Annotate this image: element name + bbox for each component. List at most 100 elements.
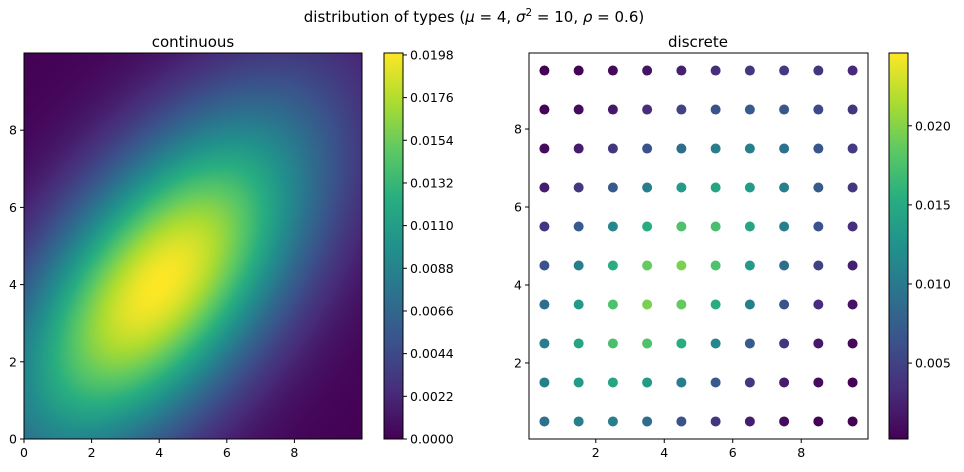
scatter-point	[710, 143, 721, 154]
continuous-colorbar: 0.0000 0.0022 0.0044 0.0066 0.0088 0.0110 0.01…	[383, 47, 454, 447]
scatter-point	[779, 143, 790, 154]
scatter-point	[779, 182, 790, 193]
x-tick-label: 4	[660, 445, 668, 460]
scatter-point	[676, 221, 687, 232]
scatter-point	[573, 260, 584, 271]
scatter-point	[813, 260, 824, 271]
scatter-point	[607, 182, 618, 193]
scatter-point	[573, 377, 584, 388]
scatter-point	[676, 338, 687, 349]
x-tick-label: 2	[88, 445, 96, 460]
scatter-point	[539, 65, 550, 76]
discrete-panel: discrete 2 4 6 8 2 4 6 8	[514, 33, 869, 460]
scatter-point	[710, 182, 721, 193]
scatter-point	[744, 104, 755, 115]
scatter-point	[779, 260, 790, 271]
scatter-point	[847, 65, 858, 76]
colorbar-tick-label: 0.0132	[410, 175, 454, 190]
scatter-point	[642, 104, 653, 115]
scatter-point	[847, 299, 858, 310]
discrete-title: discrete	[668, 33, 728, 51]
scatter-point	[573, 416, 584, 427]
scatter-point	[573, 143, 584, 154]
continuous-panel: continuous 0 2 4 6 8 0 2 4 6 8	[9, 33, 363, 460]
scatter-point	[539, 416, 550, 427]
scatter-point	[847, 338, 858, 349]
scatter-point	[676, 182, 687, 193]
continuous-colorbar-ticks: 0.0000 0.0022 0.0044 0.0066 0.0088 0.0110 0.01…	[403, 47, 454, 447]
scatter-point	[607, 416, 618, 427]
y-tick-label: 0	[9, 432, 17, 447]
scatter-point	[710, 299, 721, 310]
scatter-point	[847, 260, 858, 271]
scatter-point	[744, 299, 755, 310]
scatter-point	[813, 104, 824, 115]
y-tick-label: 6	[9, 200, 17, 215]
scatter-point	[642, 182, 653, 193]
scatter-point	[539, 377, 550, 388]
scatter-point	[573, 104, 584, 115]
scatter-point	[573, 338, 584, 349]
figure-suptitle: distribution of types (μ = 4, σ2 = 10, ρ…	[304, 7, 644, 26]
colorbar-tick-label: 0.005	[915, 356, 951, 371]
scatter-point	[710, 65, 721, 76]
scatter-point	[710, 104, 721, 115]
colorbar-tick-label: 0.015	[915, 197, 951, 212]
scatter-point	[642, 299, 653, 310]
x-tick-label: 6	[729, 445, 737, 460]
scatter-point	[813, 221, 824, 232]
scatter-point	[607, 260, 618, 271]
colorbar-tick-label: 0.0110	[410, 218, 454, 233]
scatter-point	[847, 416, 858, 427]
x-tick-label: 6	[223, 445, 231, 460]
scatter-point	[813, 377, 824, 388]
scatter-point	[539, 221, 550, 232]
scatter-point	[710, 377, 721, 388]
scatter-point	[813, 338, 824, 349]
scatter-point	[779, 65, 790, 76]
y-tick-label: 2	[514, 355, 522, 370]
discrete-colorbar-gradient	[888, 52, 909, 440]
scatter-point	[744, 260, 755, 271]
scatter-point	[710, 338, 721, 349]
scatter-point	[539, 182, 550, 193]
scatter-point	[779, 299, 790, 310]
discrete-x-ticks: 2 4 6 8	[592, 439, 805, 460]
y-tick-label: 4	[9, 277, 17, 292]
scatter-point	[573, 221, 584, 232]
y-tick-label: 8	[9, 123, 17, 138]
scatter-point	[779, 104, 790, 115]
scatter-point	[539, 338, 550, 349]
scatter-point	[779, 221, 790, 232]
scatter-point	[676, 65, 687, 76]
y-tick-label: 2	[9, 354, 17, 369]
scatter-point	[539, 299, 550, 310]
x-tick-label: 4	[155, 445, 163, 460]
colorbar-tick-label: 0.020	[915, 118, 951, 133]
scatter-point	[813, 182, 824, 193]
colorbar-tick-label: 0.0044	[410, 346, 454, 361]
scatter-point	[607, 377, 618, 388]
scatter-point	[642, 338, 653, 349]
scatter-point	[539, 260, 550, 271]
scatter-point	[779, 377, 790, 388]
scatter-point	[744, 65, 755, 76]
scatter-point	[676, 260, 687, 271]
scatter-point	[607, 299, 618, 310]
scatter-point	[607, 65, 618, 76]
scatter-point	[539, 143, 550, 154]
colorbar-tick-label: 0.0000	[410, 432, 454, 447]
scatter-point	[573, 182, 584, 193]
scatter-point	[847, 221, 858, 232]
scatter-point	[607, 221, 618, 232]
y-tick-label: 8	[514, 122, 522, 137]
scatter-point	[642, 377, 653, 388]
scatter-point	[676, 104, 687, 115]
scatter-point	[573, 65, 584, 76]
x-tick-label: 0	[20, 445, 28, 460]
scatter-point	[813, 299, 824, 310]
continuous-title: continuous	[152, 33, 235, 51]
scatter-point	[744, 338, 755, 349]
scatter-point	[779, 338, 790, 349]
